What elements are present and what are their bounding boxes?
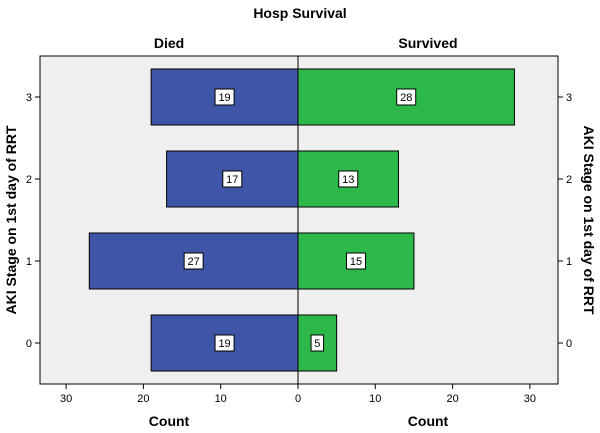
data-label-died-2: 17: [226, 174, 238, 186]
data-label-box-survived-1: [345, 252, 366, 270]
data-label-box-survived-0: [310, 334, 325, 352]
y-tick-label-right-0: 0: [566, 338, 572, 350]
y-tick-label-left-0: 0: [26, 338, 32, 350]
bars-group: 19 5 27 15 17 13 19 28: [88, 68, 515, 372]
chart-title: Hosp Survival: [253, 5, 346, 21]
x-axis-label-left: Count: [149, 413, 190, 429]
data-label-box-died-0: [214, 334, 235, 352]
data-label-survived-1: 15: [350, 256, 362, 268]
y-axis-label-right: AKI Stage on 1st day of RRT: [581, 125, 597, 314]
panel-title-died: Died: [154, 35, 184, 51]
data-label-survived-2: 13: [342, 174, 354, 186]
panel-title-survived: Survived: [398, 35, 457, 51]
y-tick-label-right-3: 3: [566, 92, 572, 104]
x-tick-label-4: 10: [369, 393, 381, 405]
data-label-box-died-2: [222, 170, 243, 188]
data-label-died-0: 19: [218, 338, 230, 350]
data-label-died-3: 19: [218, 92, 230, 104]
y-tick-label-left-3: 3: [26, 92, 32, 104]
x-tick-label-6: 30: [524, 393, 536, 405]
x-tick-label-0: 30: [60, 393, 72, 405]
y-tick-label-right-1: 1: [566, 256, 572, 268]
x-ticks-group: 30 20 10 0 10 20 30: [60, 384, 536, 405]
data-label-died-1: 27: [188, 256, 200, 268]
data-label-box-died-3: [214, 88, 235, 106]
data-label-survived-3: 28: [400, 92, 412, 104]
data-label-box-died-1: [183, 252, 204, 270]
x-tick-label-2: 10: [215, 393, 227, 405]
y-tick-label-right-2: 2: [566, 174, 572, 186]
y-tick-label-left-1: 1: [26, 256, 32, 268]
y-axis-label-left: AKI Stage on 1st day of RRT: [3, 125, 19, 314]
x-tick-label-1: 20: [137, 393, 149, 405]
y-ticks-group: 0 0 1 1 2 2 3 3: [26, 92, 572, 350]
y-tick-label-left-2: 2: [26, 174, 32, 186]
data-label-survived-0: 5: [314, 338, 320, 350]
data-label-box-survived-3: [396, 88, 417, 106]
data-label-box-survived-2: [338, 170, 359, 188]
x-tick-label-5: 20: [446, 393, 458, 405]
x-tick-label-3: 0: [295, 393, 301, 405]
x-axis-label-right: Count: [408, 413, 449, 429]
